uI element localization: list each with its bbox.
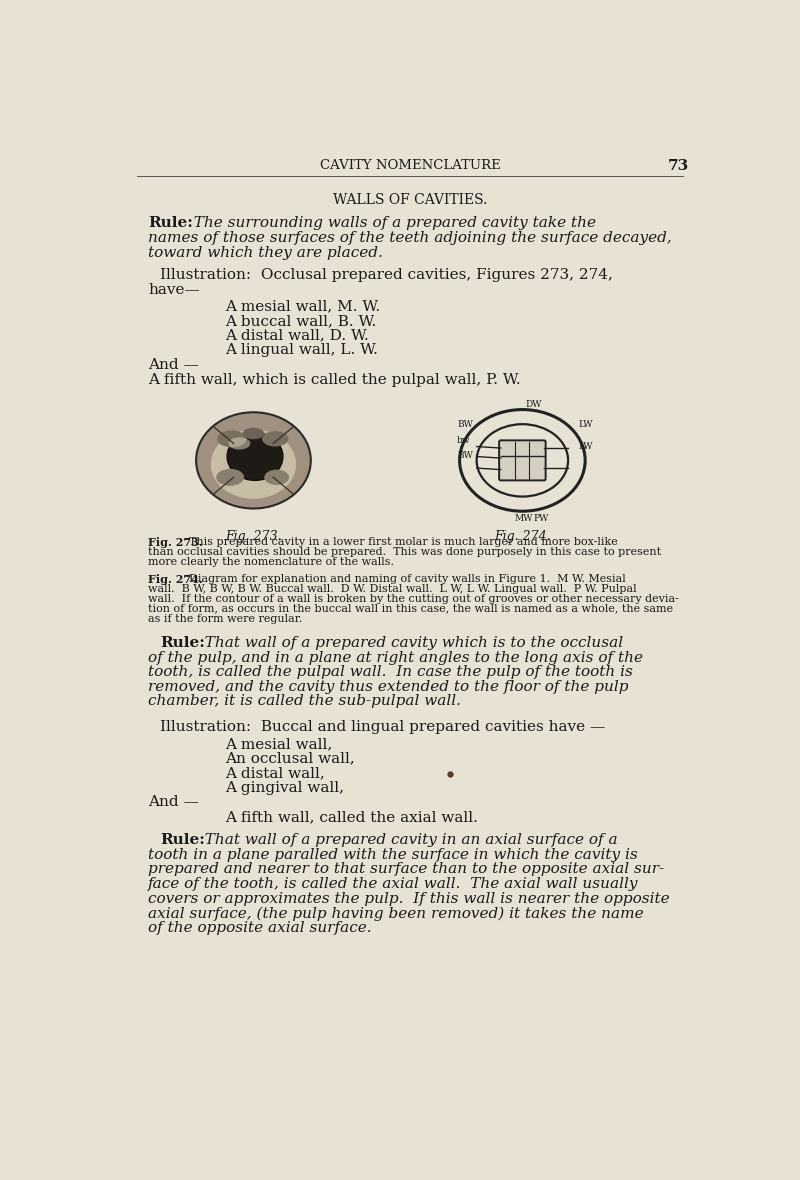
Text: Fig. 273.: Fig. 273.: [148, 537, 203, 549]
Text: Fig. 273.: Fig. 273.: [225, 530, 282, 543]
Text: Rule:: Rule:: [161, 833, 206, 847]
Text: Fig. 274.: Fig. 274.: [494, 530, 550, 543]
Ellipse shape: [264, 470, 289, 485]
Text: Fig. 274.: Fig. 274.: [148, 573, 203, 584]
Text: DW: DW: [526, 400, 542, 409]
Text: CAVITY NOMENCLATURE: CAVITY NOMENCLATURE: [320, 159, 500, 172]
Text: axial surface, (the pulp having been removed) it takes the name: axial surface, (the pulp having been rem…: [148, 906, 644, 920]
Text: This prepared cavity in a lower first molar is much larger and more box-like: This prepared cavity in a lower first mo…: [182, 537, 618, 548]
Text: A distal wall,: A distal wall,: [226, 766, 326, 780]
Text: A fifth wall, which is called the pulpal wall, P. W.: A fifth wall, which is called the pulpal…: [148, 373, 521, 387]
Text: The surrounding walls of a prepared cavity take the: The surrounding walls of a prepared cavi…: [184, 216, 596, 230]
Text: names of those surfaces of the teeth adjoining the surface decayed,: names of those surfaces of the teeth adj…: [148, 231, 672, 245]
Text: wall.  If the contour of a wall is broken by the cutting out of grooves or other: wall. If the contour of a wall is broken…: [148, 594, 679, 604]
Ellipse shape: [211, 430, 296, 499]
Ellipse shape: [196, 412, 310, 509]
Text: tooth, is called the pulpal wall.  In case the pulp of the tooth is: tooth, is called the pulpal wall. In cas…: [148, 666, 633, 680]
Text: LW: LW: [578, 420, 593, 430]
Text: covers or approximates the pulp.  If this wall is nearer the opposite: covers or approximates the pulp. If this…: [148, 892, 670, 905]
Text: have—: have—: [148, 282, 200, 296]
Ellipse shape: [216, 468, 244, 486]
Text: And —: And —: [148, 358, 199, 372]
Text: of the opposite axial surface.: of the opposite axial surface.: [148, 920, 372, 935]
Text: A fifth wall, called the axial wall.: A fifth wall, called the axial wall.: [226, 809, 478, 824]
FancyBboxPatch shape: [499, 440, 546, 480]
Ellipse shape: [262, 431, 288, 446]
Ellipse shape: [229, 438, 250, 450]
Text: That wall of a prepared cavity which is to the occlusal: That wall of a prepared cavity which is …: [194, 636, 622, 650]
Text: 73: 73: [667, 159, 689, 173]
Text: That wall of a prepared cavity in an axial surface of a: That wall of a prepared cavity in an axi…: [194, 833, 617, 847]
Text: bw: bw: [458, 435, 470, 445]
Text: tooth in a plane paralled with the surface in which the cavity is: tooth in a plane paralled with the surfa…: [148, 847, 638, 861]
Ellipse shape: [217, 431, 246, 447]
Text: A distal wall, D. W.: A distal wall, D. W.: [226, 329, 370, 342]
Text: An occlusal wall,: An occlusal wall,: [226, 752, 355, 766]
Text: Diagram for explanation and naming of cavity walls in Figure 1.  M W. Mesial: Diagram for explanation and naming of ca…: [182, 573, 626, 584]
Text: And —: And —: [148, 795, 199, 809]
Ellipse shape: [227, 433, 283, 480]
Text: A buccal wall, B. W.: A buccal wall, B. W.: [226, 314, 377, 328]
Ellipse shape: [477, 424, 568, 497]
Text: Rule:: Rule:: [148, 216, 193, 230]
Text: A lingual wall, L. W.: A lingual wall, L. W.: [226, 343, 378, 358]
Text: A mesial wall, M. W.: A mesial wall, M. W.: [226, 300, 381, 314]
Text: prepared and nearer to that surface than to the opposite axial sur-: prepared and nearer to that surface than…: [148, 863, 664, 877]
Text: WALLS OF CAVITIES.: WALLS OF CAVITIES.: [333, 194, 487, 208]
Text: as if the form were regular.: as if the form were regular.: [148, 614, 302, 623]
Text: face of the tooth, is called the axial wall.  The axial wall usually: face of the tooth, is called the axial w…: [148, 877, 638, 891]
Text: BW: BW: [458, 420, 473, 430]
Text: removed, and the cavity thus extended to the floor of the pulp: removed, and the cavity thus extended to…: [148, 680, 629, 694]
Text: wall.  B W, B W, B W. Buccal wall.  D W. Distal wall.  L W, L W. Lingual wall.  : wall. B W, B W, B W. Buccal wall. D W. D…: [148, 584, 637, 594]
Ellipse shape: [242, 427, 264, 439]
Text: LW: LW: [578, 441, 593, 451]
Text: Illustration:  Occlusal prepared cavities, Figures 273, 274,: Illustration: Occlusal prepared cavities…: [161, 268, 614, 282]
Text: PW: PW: [534, 514, 549, 523]
Text: toward which they are placed.: toward which they are placed.: [148, 245, 383, 260]
Text: A gingival wall,: A gingival wall,: [226, 781, 345, 794]
Text: Illustration:  Buccal and lingual prepared cavities have —: Illustration: Buccal and lingual prepare…: [161, 720, 606, 734]
Text: MW: MW: [514, 514, 533, 523]
Text: A mesial wall,: A mesial wall,: [226, 736, 333, 750]
Text: BW: BW: [458, 451, 473, 460]
Text: Rule:: Rule:: [161, 636, 206, 650]
Text: more clearly the nomenclature of the walls.: more clearly the nomenclature of the wal…: [148, 557, 394, 568]
Text: tion of form, as occurs in the buccal wall in this case, the wall is named as a : tion of form, as occurs in the buccal wa…: [148, 604, 673, 614]
Text: than occlusal cavities should be prepared.  This was done purposely in this case: than occlusal cavities should be prepare…: [148, 548, 661, 557]
Text: of the pulp, and in a plane at right angles to the long axis of the: of the pulp, and in a plane at right ang…: [148, 650, 643, 664]
Text: chamber, it is called the sub-pulpal wall.: chamber, it is called the sub-pulpal wal…: [148, 695, 461, 708]
